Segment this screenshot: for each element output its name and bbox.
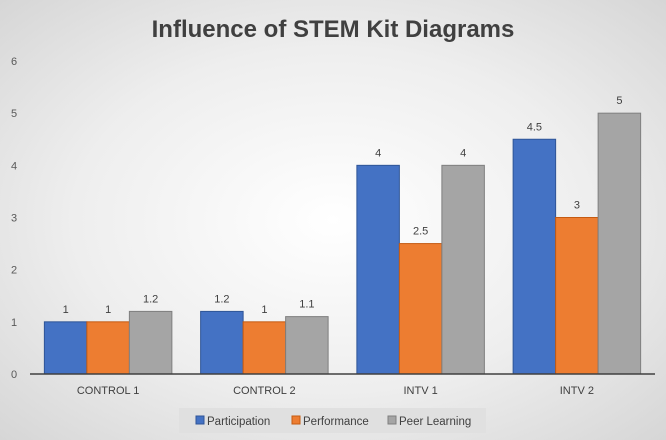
bar-peer-learning [128, 310, 173, 375]
data-label: 3 [574, 200, 580, 212]
legend-swatch [387, 415, 397, 425]
data-label: 2.5 [413, 226, 428, 238]
legend-label: Peer Learning [399, 416, 471, 428]
data-label: 4 [460, 147, 466, 159]
x-tick-label: INTV 2 [560, 385, 594, 397]
data-label: 1 [105, 304, 111, 316]
data-label: 4.5 [527, 121, 542, 133]
bar-peer-learning [441, 164, 485, 375]
bar-participation [43, 321, 88, 375]
data-label: 1 [261, 304, 267, 316]
bar-peer-learning [285, 316, 329, 375]
x-tick-label: INTV 1 [404, 385, 438, 397]
legend-label: Participation [207, 416, 270, 428]
data-label: 1.1 [299, 299, 314, 311]
data-label: 1.2 [143, 293, 158, 305]
bar-participation [356, 164, 400, 375]
bar-performance [555, 217, 599, 375]
y-tick-label: 2 [11, 265, 17, 277]
legend-swatch [195, 415, 205, 425]
y-tick-label: 4 [11, 160, 17, 172]
legend [179, 408, 486, 433]
bar-participation [512, 138, 557, 375]
data-label: 1.2 [214, 293, 229, 305]
y-tick-label: 3 [11, 213, 17, 225]
data-label: 5 [616, 95, 622, 107]
x-tick-label: CONTROL 1 [77, 385, 140, 397]
legend-label: Performance [303, 416, 369, 428]
legend-swatch [291, 415, 301, 425]
bar-performance [242, 321, 287, 375]
y-tick-label: 5 [11, 108, 17, 120]
y-tick-label: 6 [11, 56, 17, 68]
y-tick-label: 0 [11, 369, 17, 381]
bar-participation [200, 310, 244, 375]
chart-title: Influence of STEM Kit Diagrams [152, 16, 515, 43]
x-tick-label: CONTROL 2 [233, 385, 296, 397]
bar-peer-learning [597, 112, 642, 375]
y-tick-label: 1 [11, 317, 17, 329]
bar-performance [86, 321, 130, 375]
bar-performance [398, 243, 443, 375]
data-label: 4 [375, 147, 381, 159]
data-label: 1 [63, 304, 69, 316]
